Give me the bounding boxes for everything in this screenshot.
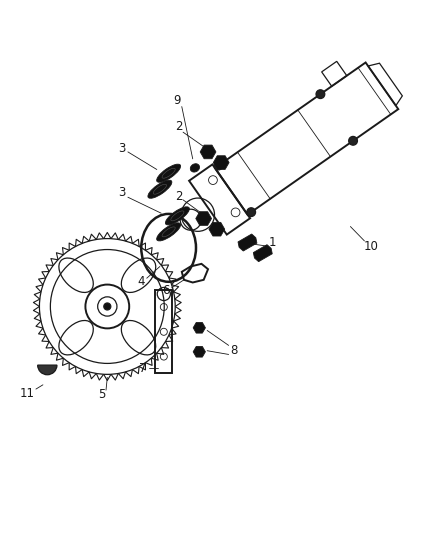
Ellipse shape — [166, 207, 189, 225]
Text: 3: 3 — [118, 187, 125, 199]
Polygon shape — [209, 222, 225, 236]
Bar — [155, 290, 172, 373]
Text: 2: 2 — [175, 120, 183, 133]
Circle shape — [214, 161, 223, 170]
Text: 1: 1 — [268, 236, 276, 249]
Text: 10: 10 — [364, 240, 379, 253]
Polygon shape — [196, 212, 212, 225]
Circle shape — [104, 303, 111, 310]
Text: 8: 8 — [231, 344, 238, 357]
Polygon shape — [200, 145, 216, 159]
Polygon shape — [193, 346, 205, 357]
Ellipse shape — [157, 164, 180, 182]
Text: 11: 11 — [20, 387, 35, 400]
Polygon shape — [193, 322, 205, 333]
Circle shape — [247, 208, 255, 216]
Ellipse shape — [148, 180, 172, 198]
Text: 9: 9 — [173, 94, 181, 107]
Text: 5: 5 — [98, 388, 105, 401]
Polygon shape — [238, 234, 257, 251]
Text: 2: 2 — [175, 190, 183, 203]
Text: 3: 3 — [118, 142, 125, 155]
Ellipse shape — [190, 164, 200, 172]
Wedge shape — [38, 365, 57, 375]
Polygon shape — [213, 156, 229, 169]
Text: 4: 4 — [137, 275, 145, 288]
Text: 6: 6 — [162, 284, 170, 297]
Circle shape — [316, 90, 325, 99]
Ellipse shape — [157, 223, 180, 241]
Circle shape — [349, 136, 357, 145]
Polygon shape — [253, 245, 272, 262]
Text: 7: 7 — [138, 362, 146, 375]
